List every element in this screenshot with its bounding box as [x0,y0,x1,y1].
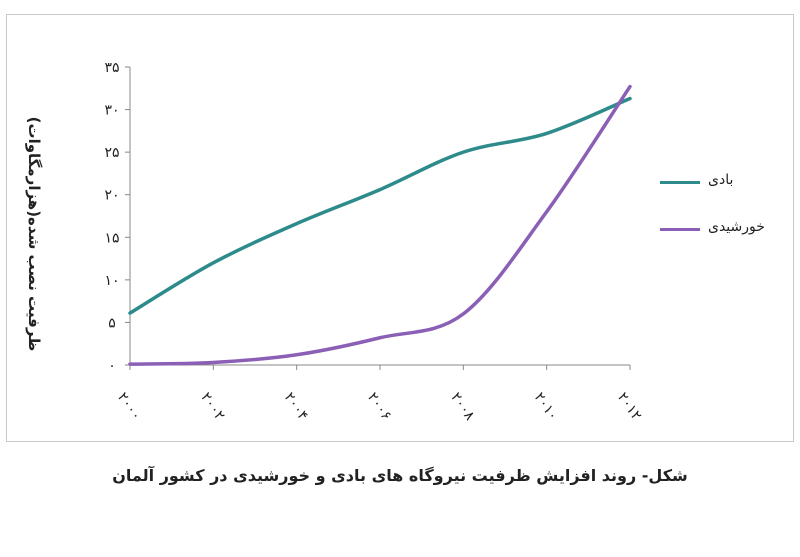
y-axis-label: ظرفیت نصب شده(هزارمگاوات) [25,116,43,352]
y-axis-label-box: ظرفیت نصب شده(هزارمگاوات) [16,62,52,406]
x-tick-label: ۲۰۰۲ [197,390,227,424]
series-line-solar [128,84,632,366]
y-tick-label: ۲۰ [104,188,119,204]
axes [125,66,631,370]
x-tick-label: ۲۰۱۲ [614,390,644,424]
x-tick-label: ۲۰۰۶ [364,390,394,424]
y-tick-label: ۱۵ [104,230,119,246]
x-tick-label: ۲۰۰۰ [114,390,144,424]
series-line-wind [128,96,632,315]
legend-label-wind: بادی [708,172,734,188]
y-tick-label: ۳۰ [104,103,119,119]
y-tick-label: ۱۰ [104,273,119,289]
figure-caption: شکل- روند افزایش ظرفیت نیروگاه های بادی … [112,466,688,485]
x-tick-label: ۲۰۱۰ [531,390,561,424]
y-tick-label: ۵ [108,315,116,331]
legend-swatch-wind [660,181,700,184]
y-tick-label: ۲۵ [104,145,119,161]
x-tick-label: ۲۰۰۴ [281,390,311,424]
series-lines [128,84,632,366]
tick-labels: ۰ ۵ ۱۰ ۱۵ ۲۰ ۲۵ ۳۰ ۳۵ ۲۰۰۰ ۲۰۰۲ ۲۰۰۴ ۲۰۰۶ ۲۰۰۸ ۲۰۱۰ ۲۰… [104,60,644,424]
y-tick-label: ۰ [108,358,116,374]
x-tick-label: ۲۰۰۸ [447,390,478,424]
legend-label-solar: خورشیدی [708,219,765,235]
legend-swatch-solar [660,228,700,231]
y-tick-label: ۳۵ [104,60,119,76]
